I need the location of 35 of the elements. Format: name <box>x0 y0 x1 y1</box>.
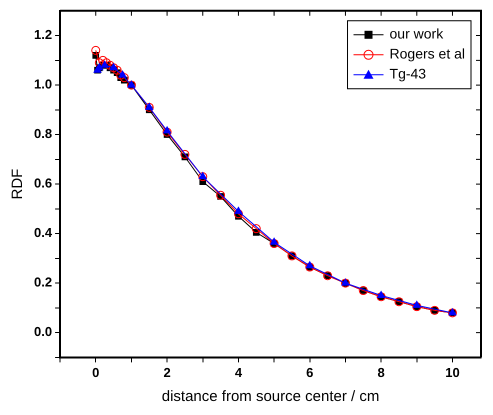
point <box>216 190 226 200</box>
point <box>252 224 261 234</box>
y-tick-label: 1.0 <box>34 76 52 92</box>
x-axis-title: distance from source center / cm <box>162 388 380 406</box>
point <box>163 126 172 134</box>
point <box>120 73 129 82</box>
y-tick-label: 0.2 <box>34 274 52 290</box>
point <box>306 261 314 268</box>
point <box>412 300 421 308</box>
y-tick-label: 0.4 <box>34 225 53 240</box>
legend-label: our work <box>390 26 444 42</box>
y-tick-label: 0.8 <box>34 126 52 142</box>
x-tick-label: 0 <box>92 364 100 380</box>
point <box>118 70 126 78</box>
x-tick-label: 4 <box>234 364 243 380</box>
x-tick-label: 6 <box>306 364 314 380</box>
point <box>98 56 108 65</box>
x-tick-label: 8 <box>378 364 385 380</box>
legend-label: Rogers et al <box>390 46 465 62</box>
point <box>234 206 242 214</box>
point <box>112 66 122 75</box>
point <box>162 128 172 137</box>
point <box>91 46 100 55</box>
y-tick-label: 0.6 <box>34 176 52 191</box>
y-tick-label: 0.0 <box>34 324 52 340</box>
point <box>234 209 243 218</box>
point <box>180 150 190 159</box>
x-tick-label: 10 <box>445 364 460 380</box>
point <box>94 58 104 68</box>
y-tick-label: 1.2 <box>34 27 52 42</box>
y-axis-title: RDF <box>9 168 26 200</box>
x-tick-label: 2 <box>163 364 171 380</box>
point <box>100 60 109 68</box>
point <box>270 238 278 245</box>
legend-label: Tg-43 <box>390 66 426 82</box>
